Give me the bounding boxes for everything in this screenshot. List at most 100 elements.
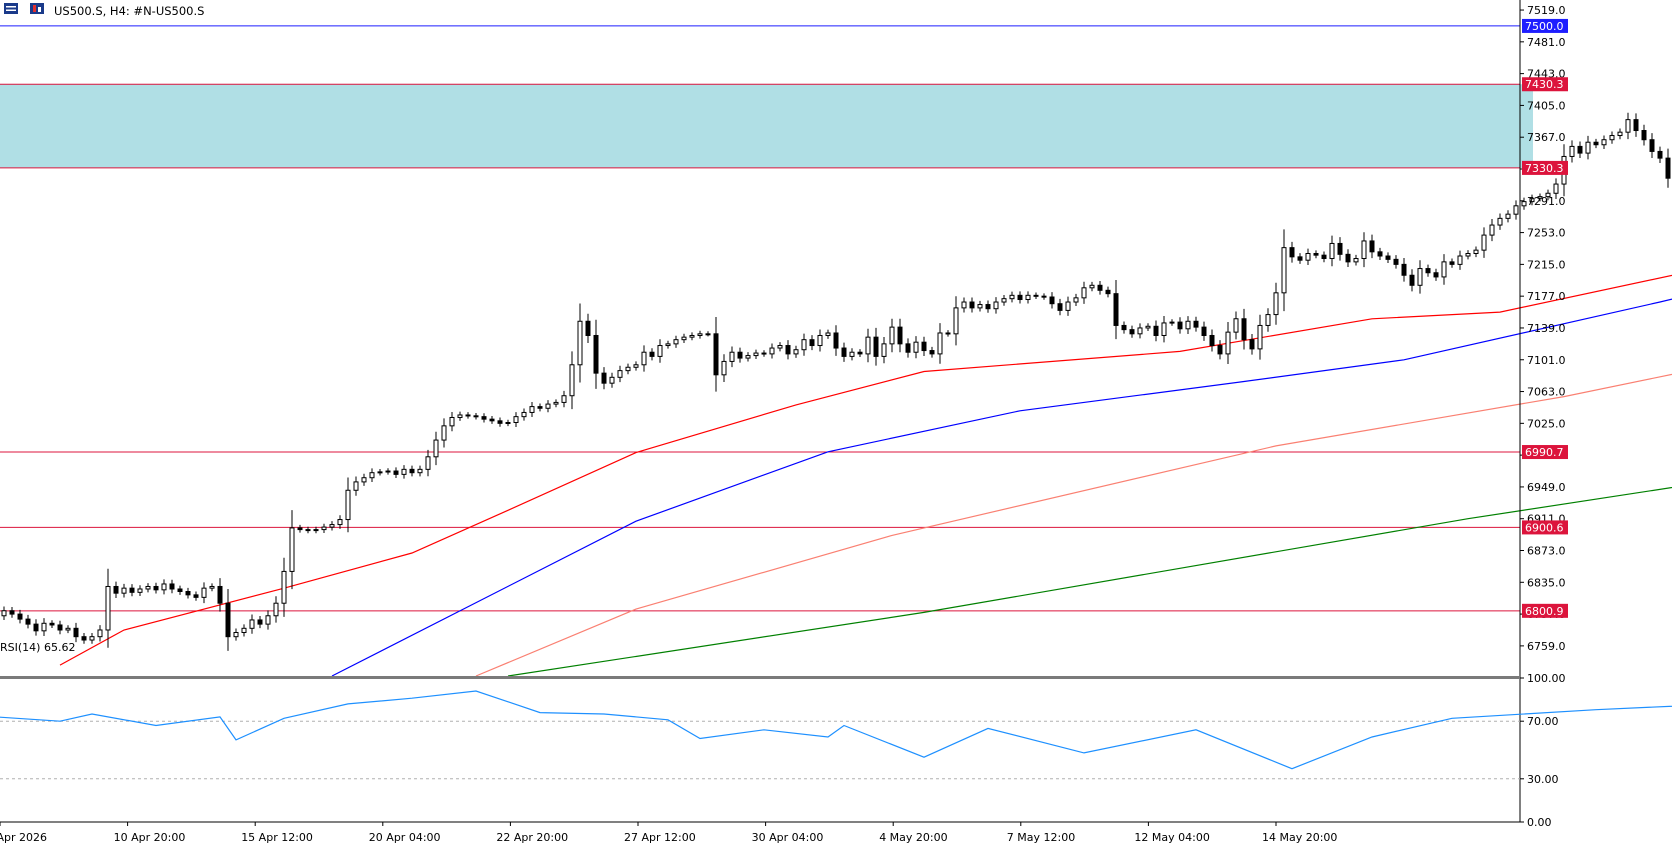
candle-body	[817, 334, 823, 347]
candle-body	[81, 636, 87, 641]
price-tick-label: 7367.0	[1527, 131, 1566, 144]
candle-body	[233, 631, 239, 638]
candle-body	[1593, 141, 1599, 146]
candle-body	[1617, 131, 1623, 137]
candle-body	[1025, 294, 1031, 301]
price-tick-label: 7177.0	[1527, 290, 1566, 303]
candle-body	[449, 416, 455, 427]
candle-body	[1505, 213, 1511, 219]
price-tick-label: 6759.0	[1527, 640, 1566, 653]
candle-body	[1481, 234, 1487, 251]
candle-body	[673, 339, 679, 345]
candle-body	[913, 341, 919, 353]
candle-body	[1297, 256, 1303, 261]
candle-body	[729, 351, 735, 362]
price-tick-label: 7291.0	[1527, 195, 1566, 208]
candle-body	[697, 333, 703, 336]
horizontal-levels[interactable]	[0, 25, 1520, 612]
candle-body	[1185, 320, 1191, 330]
candle-body	[121, 587, 127, 594]
candle-body	[761, 352, 767, 355]
level-price-tag	[1522, 18, 1568, 33]
candle-body	[369, 472, 375, 479]
candle-body	[1513, 205, 1519, 215]
candle-body	[305, 529, 311, 532]
level-price-tag	[1522, 160, 1568, 175]
candle-body	[457, 414, 463, 418]
candle-body	[1529, 197, 1535, 203]
candle-body	[1457, 255, 1463, 265]
candle-body	[753, 352, 759, 357]
level-price-tag	[1522, 77, 1568, 92]
candle-body	[1449, 261, 1455, 265]
candle-body	[809, 339, 815, 347]
candle-body	[65, 627, 71, 631]
moving-average-line	[59, 274, 1672, 666]
candle-body	[337, 519, 343, 526]
candle-body	[177, 588, 183, 593]
candle-body	[1049, 296, 1055, 305]
candle-body	[1369, 240, 1375, 253]
candle-body	[617, 370, 623, 378]
candle-body	[17, 613, 23, 620]
level-price-tag	[1522, 520, 1568, 535]
menu-icon-stripe	[6, 6, 16, 8]
candle-body	[1425, 268, 1431, 274]
chart-type-icon-mark	[33, 5, 36, 12]
candle-body	[1465, 253, 1471, 257]
candle-body	[969, 301, 975, 309]
candle-body	[1233, 318, 1239, 333]
candle-body	[993, 301, 999, 310]
candle-body	[1201, 326, 1207, 336]
candle-body	[385, 470, 391, 473]
candle-body	[1313, 253, 1319, 256]
zone-rectangle[interactable]	[0, 84, 1533, 168]
candle-body	[1009, 294, 1015, 300]
rsi-caption: RSI(14) 65.62	[0, 641, 75, 654]
candle-body	[1401, 263, 1407, 276]
candle-body	[185, 591, 191, 596]
candle-body	[593, 334, 599, 374]
candle-body	[585, 320, 591, 336]
candle-body	[745, 355, 751, 359]
candle-body	[217, 585, 223, 604]
candle-body	[1169, 321, 1175, 324]
candle-body	[1121, 324, 1127, 331]
candle-body	[641, 351, 647, 366]
panel-separator[interactable]	[0, 676, 1520, 679]
candle-body	[825, 332, 831, 336]
candle-body	[497, 420, 503, 424]
candle-body	[1553, 183, 1559, 194]
candle-body	[1609, 135, 1615, 141]
moving-average-line	[331, 298, 1672, 677]
candle-body	[1601, 139, 1607, 146]
candle-body	[1041, 295, 1047, 298]
time-axis: 8 Apr 2026 10 Apr 20:00 15 Apr 12:00 20 Apr…	[0, 821, 1520, 844]
candle-body	[97, 629, 103, 638]
level-price-tag-label: 6800.9	[1525, 605, 1564, 618]
candle-body	[649, 351, 655, 357]
candle-body	[265, 615, 271, 625]
time-tick-label: 12 May 04:00	[1134, 831, 1209, 844]
candle-body	[1433, 272, 1439, 278]
candle-body	[1065, 301, 1071, 311]
price-tick-label: 6835.0	[1527, 576, 1566, 589]
candle-body	[1273, 292, 1279, 316]
candle-body	[33, 623, 39, 632]
candle-body	[721, 360, 727, 376]
candle-body	[473, 415, 479, 418]
level-price-tag	[1522, 603, 1568, 618]
candle-body	[1057, 303, 1063, 311]
chart-type-icon[interactable]	[30, 3, 44, 14]
level-price-tag-label: 6900.6	[1525, 521, 1564, 534]
candle-body	[1161, 322, 1167, 336]
time-tick-label: 10 Apr 20:00	[114, 831, 186, 844]
rsi-tick-label: 30.00	[1527, 773, 1559, 786]
candle-body	[1665, 157, 1671, 179]
rsi-panel: 100.00 70.00 30.00 0.00	[0, 672, 1672, 829]
candle-body	[1569, 145, 1575, 157]
moving-averages	[59, 274, 1672, 677]
menu-icon[interactable]	[4, 3, 18, 14]
candle-body	[433, 439, 439, 458]
chart-header: US500.S, H4: #N-US500.S RSI(14) 65.62	[0, 3, 204, 654]
